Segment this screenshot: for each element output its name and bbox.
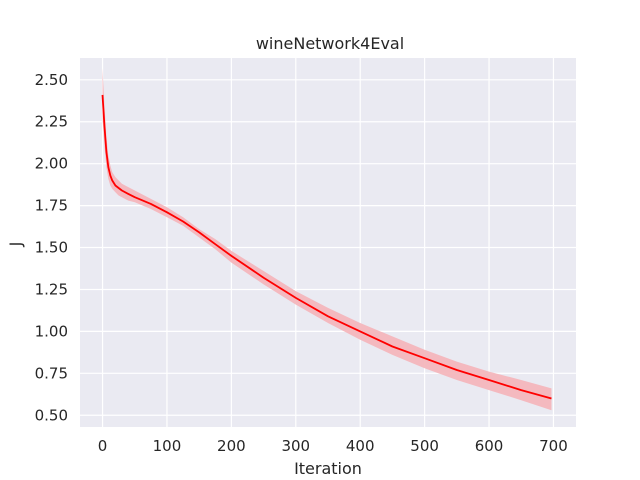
plot-area <box>80 58 576 427</box>
x-tick-label: 100 <box>153 437 182 455</box>
x-tick-label: 200 <box>217 437 246 455</box>
y-tick-labels: 0.50 0.75 1.00 1.25 1.50 1.75 2.00 2.25 2.50 <box>35 71 68 424</box>
x-tick-label: 300 <box>281 437 310 455</box>
x-tick-label: 400 <box>346 437 375 455</box>
y-tick-label: 1.00 <box>35 322 68 340</box>
x-tick-labels: 0 100 200 300 400 500 600 700 <box>98 437 568 455</box>
x-tick-label: 600 <box>475 437 504 455</box>
x-tick-label: 700 <box>539 437 568 455</box>
y-tick-label: 1.50 <box>35 239 68 257</box>
y-tick-label: 1.75 <box>35 197 68 215</box>
y-axis-label: J <box>6 242 25 248</box>
x-axis-label: Iteration <box>294 459 362 478</box>
mean-line <box>101 94 552 400</box>
grid-lines <box>80 58 576 427</box>
x-tick-label: 0 <box>98 437 108 455</box>
y-tick-label: 0.75 <box>35 364 68 382</box>
y-tick-label: 2.00 <box>35 155 68 173</box>
y-tick-label: 1.25 <box>35 280 68 298</box>
y-tick-label: 2.25 <box>35 113 68 131</box>
chart-title: wineNetwork4Eval <box>256 34 404 53</box>
x-tick-label: 500 <box>410 437 439 455</box>
y-tick-label: 0.50 <box>35 406 68 424</box>
y-tick-label: 2.50 <box>35 71 68 89</box>
